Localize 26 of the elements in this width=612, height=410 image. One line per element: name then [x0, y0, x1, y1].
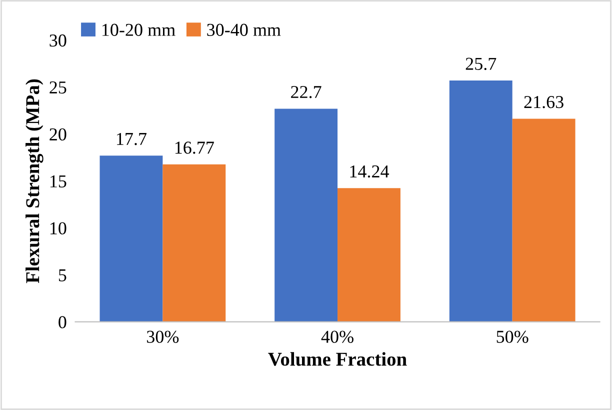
y-tick-label: 0: [58, 316, 66, 328]
data-label: 16.77: [175, 142, 214, 154]
y-tick-label: 30: [50, 34, 66, 47]
y-tick-label: 25: [50, 81, 66, 94]
bar: [162, 164, 226, 322]
y-axis-title: Flexural Strength (MPa): [26, 79, 44, 284]
y-tick-label: 20: [50, 128, 66, 141]
x-tick-label: 40%: [321, 330, 354, 343]
y-tick-label: 15: [50, 175, 66, 188]
bar: [274, 108, 338, 322]
data-label: 22.7: [291, 86, 322, 98]
y-tick-label: 5: [58, 269, 66, 282]
bar: [100, 156, 163, 322]
bar: [449, 80, 512, 322]
x-tick-label: 30%: [147, 330, 179, 343]
x-tick-label: 50%: [496, 330, 528, 343]
legend-label: 10-20 mm: [102, 24, 176, 36]
data-label: 25.7: [466, 58, 496, 70]
legend-label: 30-40 mm: [207, 24, 281, 36]
x-axis-title: Volume Fraction: [268, 352, 407, 366]
y-tick-label: 10: [50, 222, 66, 234]
data-label: 17.7: [117, 132, 146, 146]
data-label: 14.24: [350, 165, 390, 178]
bar: [512, 118, 576, 322]
bar: [338, 188, 400, 322]
data-label: 21.63: [524, 96, 564, 108]
